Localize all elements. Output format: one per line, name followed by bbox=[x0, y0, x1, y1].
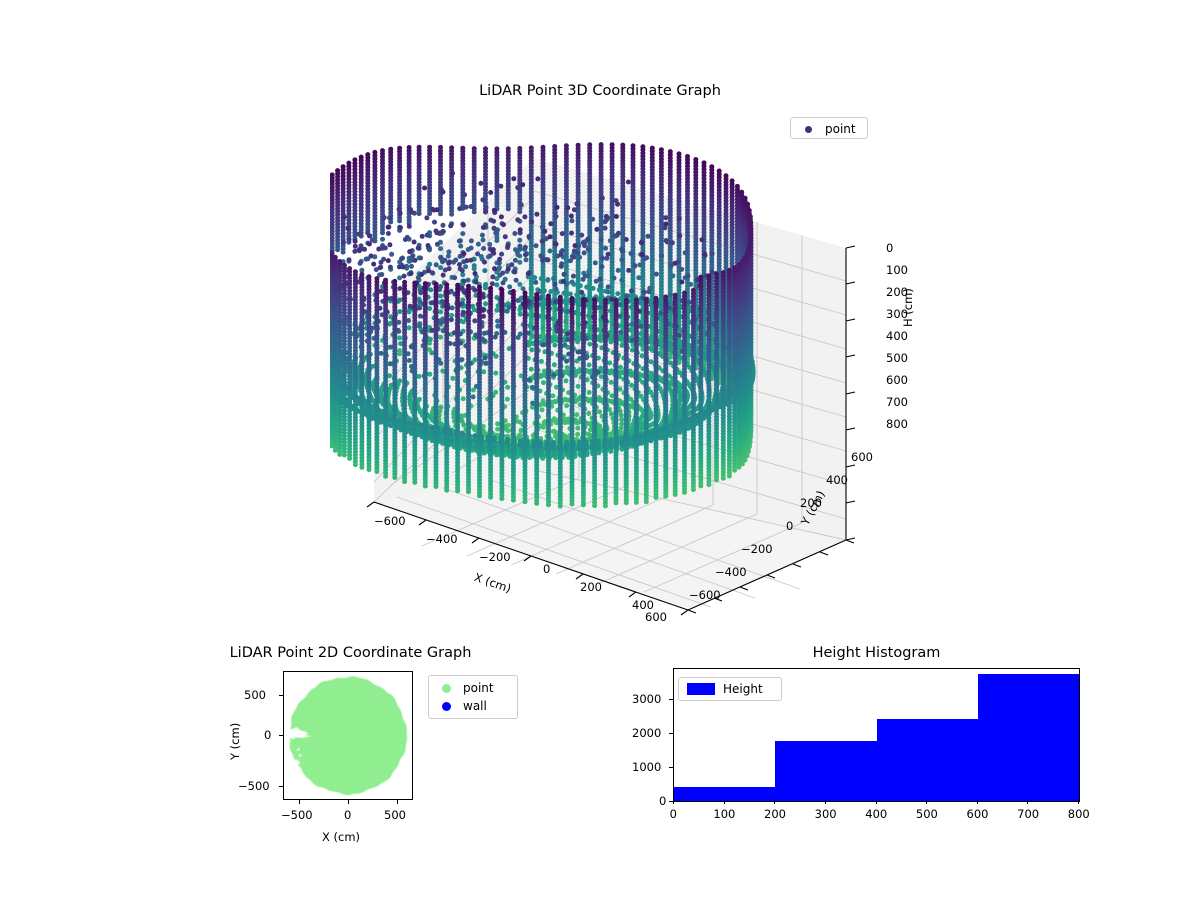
plot2d-ytickmark-500 bbox=[279, 695, 283, 696]
plot3d-title: LiDAR Point 3D Coordinate Graph bbox=[0, 83, 1200, 99]
histogram-legend[interactable]: Height bbox=[678, 677, 782, 701]
plot3d-zaxis-label: H (cm) bbox=[901, 288, 915, 327]
histogram-xtickmark bbox=[774, 800, 775, 804]
plot2d-xtick-500: 500 bbox=[384, 808, 406, 822]
plot2d-axes[interactable] bbox=[283, 671, 413, 800]
histogram-xtickmark bbox=[1027, 800, 1028, 804]
point-cloud bbox=[330, 142, 756, 509]
histogram-bar[interactable] bbox=[674, 787, 775, 801]
plot2d-title: LiDAR Point 2D Coordinate Graph bbox=[208, 645, 493, 661]
point-marker-icon bbox=[791, 126, 825, 133]
plot3d-xtick--400: −400 bbox=[426, 532, 458, 546]
plot3d-xtick-600: 600 bbox=[645, 610, 667, 624]
histogram-bar[interactable] bbox=[775, 741, 876, 801]
plot2d-xtickmark-0 bbox=[348, 800, 349, 804]
histogram-bar[interactable] bbox=[978, 674, 1079, 801]
histogram-xtick-300: 300 bbox=[815, 807, 837, 821]
plot2d-ytick-0: 0 bbox=[264, 728, 271, 742]
histogram-ytickmark-3000 bbox=[669, 699, 673, 700]
plot2d-xtick--500: −500 bbox=[281, 808, 313, 822]
plot2d-xtickmark-500 bbox=[397, 800, 398, 804]
plot3d-ztick-700: 700 bbox=[886, 395, 908, 409]
plot3d-ytick-0: 0 bbox=[786, 519, 793, 533]
plot3d-axes[interactable] bbox=[330, 140, 900, 640]
legend-item-wall: wall bbox=[429, 697, 517, 715]
plot2d-ytick--500: −500 bbox=[238, 779, 270, 793]
plot3d-ztick-800: 800 bbox=[886, 417, 908, 431]
plot3d-legend[interactable]: point bbox=[790, 117, 868, 139]
plot3d-xtick--600: −600 bbox=[374, 514, 406, 528]
histogram-xtick-0: 0 bbox=[670, 807, 677, 821]
histogram-xtickmark bbox=[1078, 800, 1079, 804]
plot3d-xtick--200: −200 bbox=[479, 550, 511, 564]
histogram-ytick-2000: 2000 bbox=[632, 726, 661, 740]
histogram-xtick-400: 400 bbox=[865, 807, 887, 821]
plot3d-ztick-100: 100 bbox=[886, 263, 908, 277]
histogram-ytick-3000: 3000 bbox=[632, 692, 661, 706]
histogram-bar[interactable] bbox=[877, 719, 978, 801]
legend-label: wall bbox=[463, 699, 487, 713]
plot3d-ytick--400: −400 bbox=[715, 565, 747, 579]
histogram-xtick-100: 100 bbox=[713, 807, 735, 821]
histogram-xtickmark bbox=[724, 800, 725, 804]
plot3d-xtick-0: 0 bbox=[543, 562, 550, 576]
histogram-xtickmark bbox=[876, 800, 877, 804]
histogram-ytick-1000: 1000 bbox=[632, 760, 661, 774]
plot2d-legend[interactable]: point wall bbox=[428, 675, 518, 719]
plot3d-svg bbox=[330, 140, 900, 640]
plot3d-ytick--600: −600 bbox=[689, 588, 721, 602]
plot2d-yaxis-label: Y (cm) bbox=[228, 723, 242, 760]
histogram-xtickmark bbox=[673, 800, 674, 804]
legend-item-point: point bbox=[791, 120, 867, 138]
histogram-ytick-0: 0 bbox=[659, 794, 666, 808]
histogram-xtickmark bbox=[977, 800, 978, 804]
plot2d-ytick-500: 500 bbox=[244, 688, 266, 702]
histogram-xtick-500: 500 bbox=[916, 807, 938, 821]
histogram-title: Height Histogram bbox=[800, 645, 953, 661]
plot2d-xtickmark--500 bbox=[299, 800, 300, 804]
plot3d-ztick-400: 400 bbox=[886, 329, 908, 343]
legend-item-point: point bbox=[429, 679, 517, 697]
histogram-xtick-600: 600 bbox=[967, 807, 989, 821]
plot3d-xtick-200: 200 bbox=[580, 580, 602, 594]
legend-label: point bbox=[825, 122, 856, 136]
plot2d-xtick-0: 0 bbox=[344, 808, 351, 822]
plot3d-ztick-500: 500 bbox=[886, 351, 908, 365]
plot2d-point-cloud bbox=[284, 672, 412, 799]
histogram-xtick-200: 200 bbox=[764, 807, 786, 821]
histogram-ytickmark-1000 bbox=[669, 767, 673, 768]
histogram-xtick-800: 800 bbox=[1068, 807, 1090, 821]
plot2d-ytickmark-0 bbox=[279, 735, 283, 736]
histogram-xtick-700: 700 bbox=[1017, 807, 1039, 821]
plot2d-ytickmark--500 bbox=[279, 786, 283, 787]
plot3d-ztick-600: 600 bbox=[886, 373, 908, 387]
figure-canvas: LiDAR Point 3D Coordinate Graph point bbox=[0, 0, 1200, 900]
plot3d-ztick-0: 0 bbox=[886, 241, 893, 255]
plot3d-ytick-400: 400 bbox=[826, 473, 848, 487]
legend-item-height: Height bbox=[679, 682, 781, 696]
legend-label: point bbox=[463, 681, 494, 695]
wall-marker-icon bbox=[429, 702, 463, 711]
zaxis-ticks bbox=[846, 246, 855, 540]
histogram-xtickmark bbox=[825, 800, 826, 804]
plot3d-ytick--200: −200 bbox=[741, 542, 773, 556]
legend-label: Height bbox=[723, 682, 763, 696]
histogram-ytickmark-2000 bbox=[669, 733, 673, 734]
histogram-xtickmark bbox=[926, 800, 927, 804]
point-marker-icon bbox=[429, 684, 463, 693]
plot2d-xaxis-label: X (cm) bbox=[322, 830, 360, 844]
height-swatch-icon bbox=[679, 683, 723, 695]
plot3d-ytick-600: 600 bbox=[851, 450, 873, 464]
